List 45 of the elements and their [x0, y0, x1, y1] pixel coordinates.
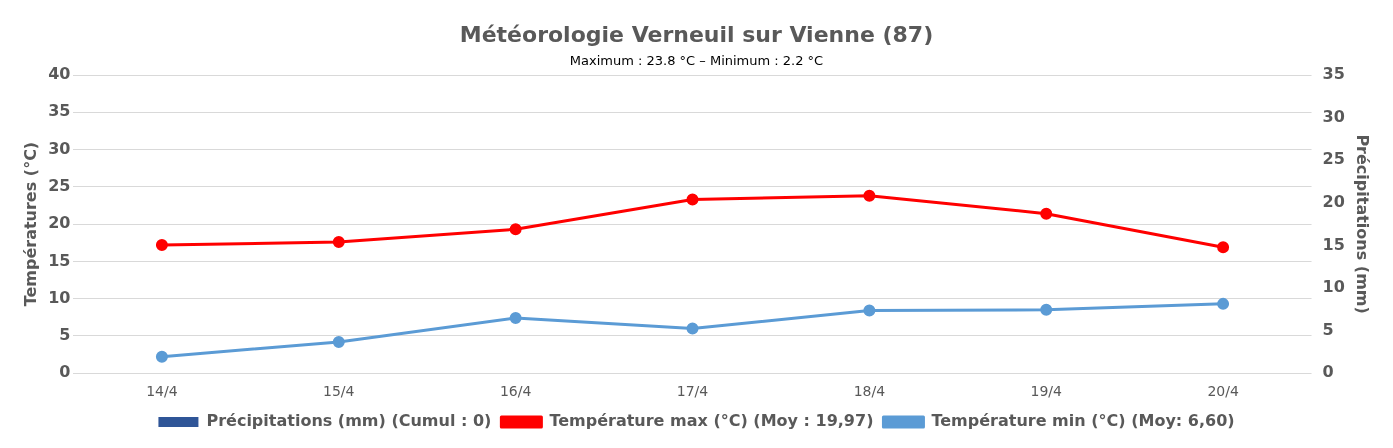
point — [509, 223, 522, 236]
y2-tick-label: 25 — [1322, 149, 1345, 169]
point — [332, 235, 345, 248]
x-tick-label: 17/4 — [676, 383, 709, 400]
y-tick-label: 10 — [48, 287, 71, 307]
y2-tick-label: 35 — [1322, 64, 1345, 84]
y-tick-label: 5 — [59, 325, 71, 345]
x-tick-label: 14/4 — [146, 383, 178, 400]
y2-tick-label: 0 — [1322, 362, 1334, 382]
point — [1040, 207, 1053, 220]
y2-tick-label: 10 — [1322, 277, 1345, 297]
point — [863, 189, 876, 202]
point — [155, 350, 168, 363]
point — [686, 193, 699, 206]
point — [1040, 303, 1053, 316]
point — [509, 312, 522, 325]
y2-axis-title: Précipitations (mm) — [1353, 134, 1373, 314]
point — [1217, 241, 1230, 254]
chart-subtitle: Maximum : 23.8 °C – Minimum : 2.2 °C — [569, 52, 824, 68]
y-tick-label: 25 — [48, 175, 71, 195]
legend-label: Précipitations (mm) (Cumul : 0) — [206, 411, 492, 431]
y2-tick-label: 30 — [1322, 106, 1345, 126]
chart-title: Météorologie Verneuil sur Vienne (87) — [459, 21, 934, 47]
point — [686, 322, 699, 335]
y-tick-label: 40 — [48, 64, 71, 84]
y-tick-label: 35 — [48, 101, 71, 121]
x-tick-label: 20/4 — [1207, 383, 1239, 400]
x-tick-label: 15/4 — [323, 383, 355, 400]
y2-tick-label: 20 — [1322, 191, 1345, 211]
point — [1217, 297, 1230, 310]
point — [155, 238, 168, 251]
y-tick-label: 15 — [48, 250, 71, 270]
y2-tick-label: 5 — [1322, 319, 1334, 339]
legend-label: Température min (°C) (Moy: 6,60) — [931, 411, 1235, 431]
x-tick-label: 16/4 — [499, 383, 532, 400]
point — [863, 304, 876, 317]
y-axis-title: Températures (°C) — [20, 141, 40, 307]
y-tick-label: 30 — [48, 138, 71, 158]
legend-label: Température max (°C) (Moy : 19,97) — [549, 411, 874, 431]
y-tick-label: 0 — [59, 362, 71, 382]
y-tick-label: 20 — [48, 213, 71, 233]
x-tick-label: 19/4 — [1030, 383, 1063, 400]
y2-tick-label: 15 — [1322, 234, 1345, 254]
x-tick-label: 18/4 — [853, 383, 886, 400]
point — [332, 335, 345, 348]
